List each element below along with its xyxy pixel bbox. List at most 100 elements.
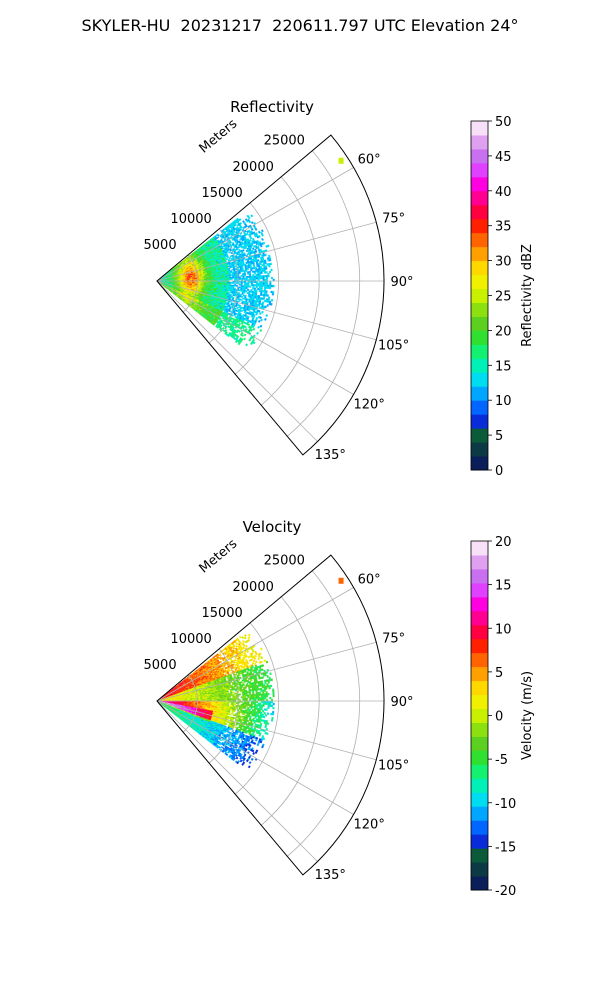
colorbar-tick-label: 20	[495, 324, 512, 339]
echo-gate	[258, 231, 260, 234]
echo-gate	[231, 277, 233, 278]
azimuth-tick-label: 75°	[382, 212, 405, 227]
echo-gate	[232, 277, 234, 278]
echo-gate	[239, 277, 241, 279]
colorbar-segment	[471, 372, 488, 386]
colorbar-segment	[471, 386, 488, 400]
echo-gate	[271, 285, 273, 287]
echo-gate	[249, 273, 251, 275]
echo-gate	[256, 277, 258, 279]
colorbar-segment	[471, 163, 488, 177]
colorbar-segment	[471, 456, 488, 470]
colorbar-segment	[471, 191, 488, 205]
echo-gate	[266, 285, 268, 287]
echo-gate	[253, 284, 255, 286]
echo-gate	[244, 254, 246, 256]
far-target	[339, 158, 344, 164]
echo-gate	[248, 309, 250, 311]
colorbar-tick-label: 15	[495, 359, 512, 374]
echo-gate	[229, 277, 231, 278]
echo-gate	[256, 332, 258, 335]
colorbar-tick-label: 10	[495, 394, 512, 409]
echo-gate	[270, 263, 272, 265]
echo-gate	[244, 273, 246, 275]
echo-gate	[254, 272, 256, 274]
colorbar-segment	[471, 219, 488, 233]
colorbar-tick-label: 50	[495, 115, 512, 130]
echo-gate	[263, 275, 265, 277]
echo-gate	[252, 286, 254, 288]
range-tick-label: 10000	[170, 212, 211, 227]
echo-gate	[258, 283, 260, 285]
echo-gate	[229, 257, 231, 259]
colorbar-segment	[471, 289, 488, 303]
echo-gate	[245, 290, 247, 292]
echo-gate	[261, 275, 263, 277]
echo-gate	[252, 274, 254, 276]
colorbar-tick-label: 25	[495, 290, 512, 305]
echo-gate	[260, 329, 262, 332]
echo-gate	[273, 285, 275, 287]
echo-gate	[232, 314, 234, 316]
echo-gate	[259, 312, 261, 314]
echo-gate	[243, 276, 245, 278]
azimuth-tick-label: 105°	[378, 338, 409, 353]
echo-gate	[257, 326, 259, 328]
echo-gate	[257, 259, 259, 261]
echo-gate	[248, 276, 250, 278]
echo-gate	[264, 318, 266, 320]
echo-gate	[254, 284, 256, 286]
echo-gate	[253, 328, 255, 330]
colorbar-segment	[471, 442, 488, 456]
echo-gate	[259, 285, 261, 287]
echo-gate	[243, 278, 245, 280]
echo-gate	[258, 285, 260, 287]
echo-gate	[248, 283, 250, 285]
colorbar-segment	[471, 428, 488, 442]
echo-gate	[242, 249, 244, 251]
echo-gate	[259, 274, 261, 276]
echo-gate	[266, 314, 268, 316]
colorbar-segment	[471, 302, 488, 316]
echo-gate	[253, 278, 255, 280]
echo-gate	[261, 288, 263, 290]
echo-gate	[251, 283, 253, 285]
echo-gate	[249, 278, 251, 280]
echo-gate	[261, 272, 263, 274]
colorbar-segment	[471, 121, 488, 135]
echo-gate	[264, 262, 266, 264]
echo-gate	[246, 276, 248, 278]
echo-gate	[264, 287, 266, 289]
echo-gate	[266, 277, 268, 279]
echo-gate	[257, 288, 259, 290]
polar-axes-velocity: Velocity60°75°90°105°120°135°50001000015…	[144, 518, 535, 899]
echo-gate	[233, 282, 235, 283]
echo-gate	[252, 248, 254, 250]
echo-gate	[243, 292, 245, 294]
echo-gate	[264, 270, 266, 272]
echo-gate	[229, 251, 231, 253]
echo-gate	[264, 275, 266, 277]
echo-gate	[272, 291, 274, 293]
echo-gate	[255, 313, 257, 315]
echo-gate	[231, 278, 233, 279]
colorbar-segment	[471, 344, 488, 358]
colorbar-segment	[471, 205, 488, 219]
colorbar-segment	[471, 316, 488, 330]
echo-gate	[247, 289, 249, 291]
echo-gate	[234, 285, 236, 286]
azimuth-tick-label: 135°	[315, 448, 346, 463]
echo-gate	[245, 270, 247, 272]
echo-gate	[236, 282, 238, 283]
echo-gate	[246, 278, 248, 280]
echo-gate	[236, 307, 238, 309]
range-tick-label: 25000	[264, 134, 305, 149]
echo-gate	[259, 286, 261, 288]
echo-gate	[251, 215, 254, 218]
echo-gate	[234, 278, 236, 279]
echo-gate	[261, 234, 263, 237]
echo-gate	[261, 229, 263, 232]
echo-gate	[268, 265, 270, 267]
echo-gate	[253, 276, 255, 278]
echo-gate	[231, 282, 233, 283]
